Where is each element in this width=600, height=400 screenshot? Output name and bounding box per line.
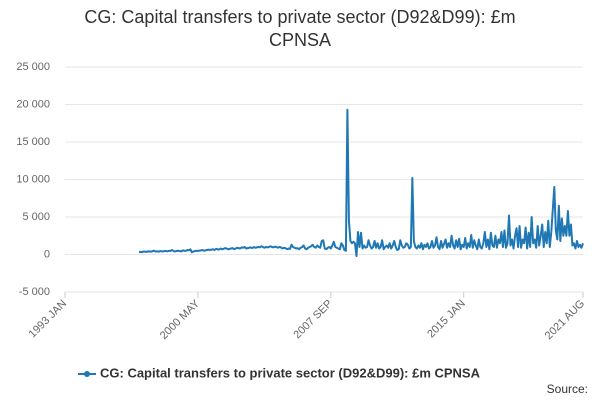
x-tick-label: 1993 JAN [27, 298, 70, 341]
y-tick-label: 10 000 [16, 173, 50, 185]
y-tick-label: 5 000 [22, 211, 50, 223]
x-tick-label: 2015 JAN [425, 298, 468, 341]
x-tick-label: 2000 MAY [158, 297, 203, 342]
y-tick-label: 15 000 [16, 136, 50, 148]
source: Source: [547, 382, 588, 396]
y-tick-label: -5 000 [19, 286, 50, 298]
data-line [138, 108, 584, 257]
legend-marker [84, 371, 90, 377]
y-tick-label: 0 [44, 248, 50, 260]
legend-label: CG: Capital transfers to private sector … [100, 365, 481, 380]
x-tick-label: 2021 AUG [543, 298, 587, 342]
x-tick-label: 2007 SEP [291, 298, 335, 342]
y-tick-label: 20 000 [16, 98, 50, 110]
chart-title: CG: Capital transfers to private sector … [84, 7, 516, 50]
y-tick-label: 25 000 [16, 61, 50, 73]
